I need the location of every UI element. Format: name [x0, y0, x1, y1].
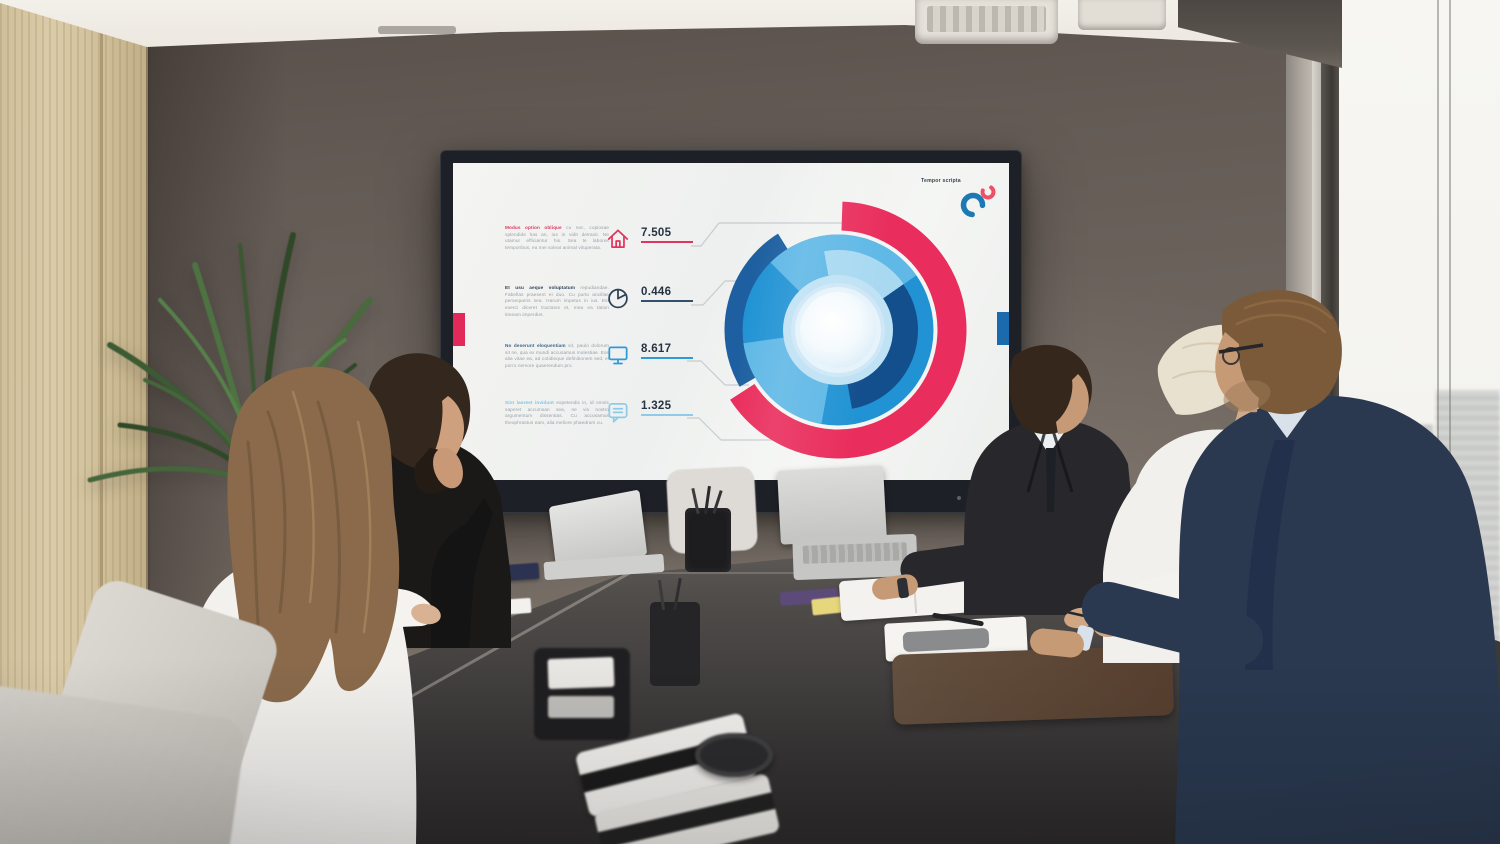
metric-value-2: 0.446 — [641, 286, 672, 298]
speakerphone — [695, 733, 773, 777]
metric-underline-2 — [641, 300, 693, 302]
slide-logo-mark-icon — [960, 184, 996, 218]
metric-text-1: Modus option oblique cu nec, copiosae sp… — [505, 225, 609, 252]
person-man-navy-suit — [1175, 290, 1500, 844]
center-core — [800, 292, 876, 368]
radial-ring-chart — [709, 201, 967, 459]
metric-body-2: repudiandae. Fabellas praesent ei duo. C… — [505, 285, 609, 317]
ring-pale-top — [758, 250, 918, 410]
slide-logo-text: Tempor scripta — [921, 178, 961, 184]
metric-2: 0.446 — [641, 286, 693, 302]
pie-chart-icon — [608, 288, 628, 309]
metric-underline-1 — [641, 241, 693, 243]
ring-azure — [742, 234, 934, 426]
glasses-icon — [1218, 343, 1264, 354]
laptop-center-screen — [777, 465, 887, 545]
ceiling-vent-2 — [1078, 0, 1166, 30]
desk-organizer — [650, 602, 700, 686]
metric-1: 7.505 — [641, 227, 693, 243]
man3-face — [1056, 374, 1089, 434]
chat-icon — [608, 403, 628, 423]
metric-underline-3 — [641, 357, 693, 359]
metric-3: 8.617 — [641, 343, 693, 359]
blind-cord — [1437, 0, 1439, 780]
ring-inner-pale — [783, 275, 893, 385]
connector-lines — [687, 222, 849, 441]
ceiling-vent-slot — [378, 26, 456, 34]
pen-cup — [685, 508, 731, 572]
metric-value-3: 8.617 — [641, 343, 672, 355]
metric-text-2: Et usu aeque voluptatum repudiandae. Fab… — [505, 285, 609, 318]
man5-stubble — [1223, 380, 1271, 412]
man5-shirt-collar — [1265, 406, 1310, 438]
yellow-sticky-note — [811, 596, 843, 616]
ring-navy-right — [758, 250, 918, 410]
metric-body-1: cu nec, copiosae splendide has an, ius i… — [505, 225, 609, 251]
memo-paper-front — [548, 696, 614, 718]
metric-4: 1.325 — [641, 400, 693, 416]
ceiling-vent — [915, 0, 1058, 44]
man2-arm — [431, 498, 493, 648]
presentation-slide: Tempor scripta — [453, 163, 1009, 480]
ring-pink — [709, 201, 967, 459]
man3-tie — [1046, 448, 1056, 512]
home-icon — [607, 229, 629, 248]
wood-panel-seam — [100, 0, 103, 760]
man3-collar — [1034, 430, 1066, 454]
metric-lead-1: Modus option oblique — [505, 225, 562, 230]
blind-cord — [1449, 0, 1451, 780]
man5-lapel — [1245, 440, 1295, 670]
ring-sky-top — [742, 234, 934, 426]
memo-paper — [547, 656, 615, 690]
metric-underline-4 — [641, 414, 693, 416]
metric-value-1: 7.505 — [641, 227, 672, 239]
vent-grille — [927, 6, 1046, 32]
monitor-icon — [608, 346, 628, 365]
glasses-lens — [1222, 347, 1240, 365]
memo-cube-holder — [534, 648, 630, 740]
ring-steel-blue — [724, 216, 952, 444]
man2-hand — [433, 447, 463, 489]
metric-value-4: 1.325 — [641, 400, 672, 412]
center-halo — [791, 283, 885, 377]
laptop-keyboard — [802, 542, 908, 564]
laptop-center-base — [792, 533, 918, 581]
man5-torso — [1175, 395, 1500, 844]
woman1-hand — [411, 603, 441, 625]
center-halo-2 — [795, 287, 881, 373]
ring-sky-bottom — [742, 234, 934, 426]
metric-lead-2: Et usu aeque voluptatum — [505, 285, 576, 290]
